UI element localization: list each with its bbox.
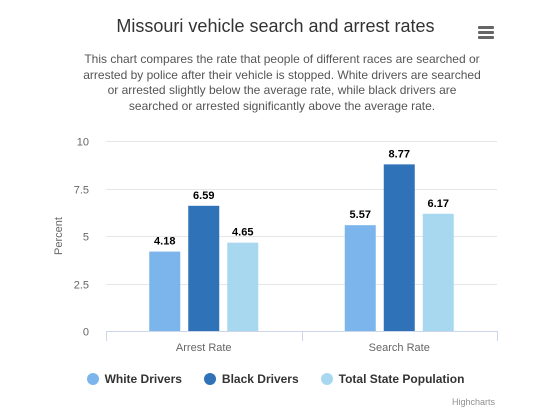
y-tick-label: 2.5	[74, 280, 89, 292]
data-label: 6.17	[428, 198, 449, 210]
legend-label: White Drivers	[104, 372, 182, 386]
chart-title: Missouri vehicle search and arrest rates	[116, 16, 435, 36]
x-tick-label: Search Rate	[369, 342, 430, 354]
y-tick-label: 10	[77, 137, 89, 149]
legend-item[interactable]: Black Drivers	[203, 372, 299, 386]
legend-marker	[320, 373, 333, 385]
chart-subtitle: This chart compares the rate that people…	[83, 52, 481, 113]
legend-label: Black Drivers	[221, 372, 299, 386]
data-label: 5.57	[350, 209, 371, 221]
data-label: 4.18	[154, 236, 175, 248]
legend: White Drivers Black Drivers Total State Po…	[0, 372, 551, 386]
bar	[422, 213, 454, 331]
data-label: 4.65	[232, 227, 253, 239]
bar	[227, 242, 259, 331]
y-tick-label: 7.5	[74, 185, 89, 197]
y-tick-label: 5	[83, 232, 89, 244]
hamburger-menu-icon[interactable]	[476, 24, 496, 40]
bar	[383, 164, 415, 331]
legend-item[interactable]: Total State Population	[320, 372, 465, 386]
legend-item[interactable]: White Drivers	[86, 372, 182, 386]
x-tick-label: Arrest Rate	[176, 342, 232, 354]
bar	[188, 205, 220, 331]
legend-label: Total State Population	[338, 372, 465, 386]
data-label: 8.77	[389, 148, 410, 160]
y-tick-label: 0	[83, 327, 89, 339]
y-axis-title: Percent	[53, 217, 65, 255]
legend-marker	[86, 373, 99, 385]
data-label: 6.59	[193, 190, 214, 202]
credits-link[interactable]: Highcharts	[451, 397, 495, 407]
bar	[344, 225, 376, 331]
legend-marker	[203, 373, 216, 385]
bar	[149, 251, 181, 331]
